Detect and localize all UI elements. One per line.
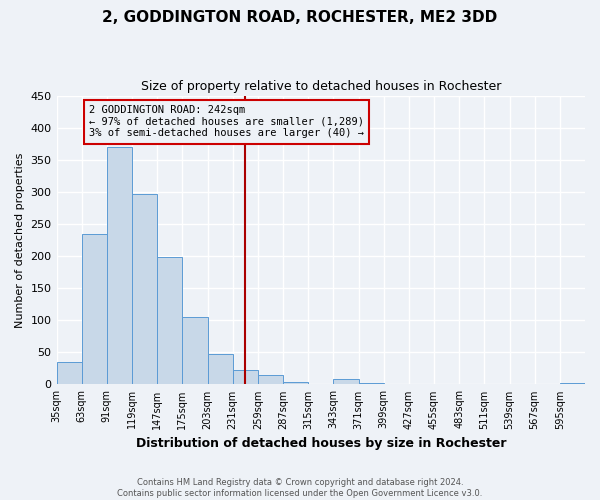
Text: 2, GODDINGTON ROAD, ROCHESTER, ME2 3DD: 2, GODDINGTON ROAD, ROCHESTER, ME2 3DD (103, 10, 497, 25)
Text: Contains HM Land Registry data © Crown copyright and database right 2024.
Contai: Contains HM Land Registry data © Crown c… (118, 478, 482, 498)
Bar (182, 317, 208, 384)
Text: 2 GODDINGTON ROAD: 242sqm
← 97% of detached houses are smaller (1,289)
3% of sem: 2 GODDINGTON ROAD: 242sqm ← 97% of detac… (89, 105, 364, 138)
Bar (56, 362, 82, 384)
Bar (283, 382, 308, 384)
Y-axis label: Number of detached properties: Number of detached properties (15, 152, 25, 328)
Title: Size of property relative to detached houses in Rochester: Size of property relative to detached ho… (140, 80, 501, 93)
Bar (132, 194, 157, 384)
Bar (157, 256, 182, 384)
Bar (233, 370, 258, 384)
Bar (258, 375, 283, 384)
Bar (334, 378, 359, 384)
Bar (560, 383, 585, 384)
Bar (82, 234, 107, 384)
Bar (208, 354, 233, 384)
Bar (359, 383, 383, 384)
X-axis label: Distribution of detached houses by size in Rochester: Distribution of detached houses by size … (136, 437, 506, 450)
Bar (107, 147, 132, 384)
